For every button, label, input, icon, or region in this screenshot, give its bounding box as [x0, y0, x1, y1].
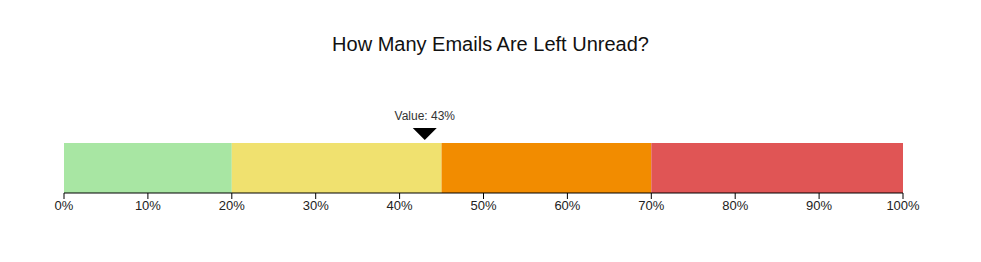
- svg-text:40%: 40%: [387, 198, 413, 213]
- svg-text:80%: 80%: [722, 198, 748, 213]
- svg-text:50%: 50%: [470, 198, 496, 213]
- html-text:How Many Emails Are Left Unrea: How Many Emails Are Left Unread?: [332, 33, 649, 55]
- svg-text:90%: 90%: [806, 198, 832, 213]
- svg-text:10%: 10%: [135, 198, 161, 213]
- svg-text:0%: 0%: [55, 198, 74, 213]
- svg-text:20%: 20%: [219, 198, 245, 213]
- svg-text:100%: 100%: [886, 198, 920, 213]
- svg-text:30%: 30%: [303, 198, 329, 213]
- svg-text:70%: 70%: [638, 198, 664, 213]
- svg-text:60%: 60%: [554, 198, 580, 213]
- svg-text:Value: 43%: Value: 43%: [395, 109, 456, 123]
